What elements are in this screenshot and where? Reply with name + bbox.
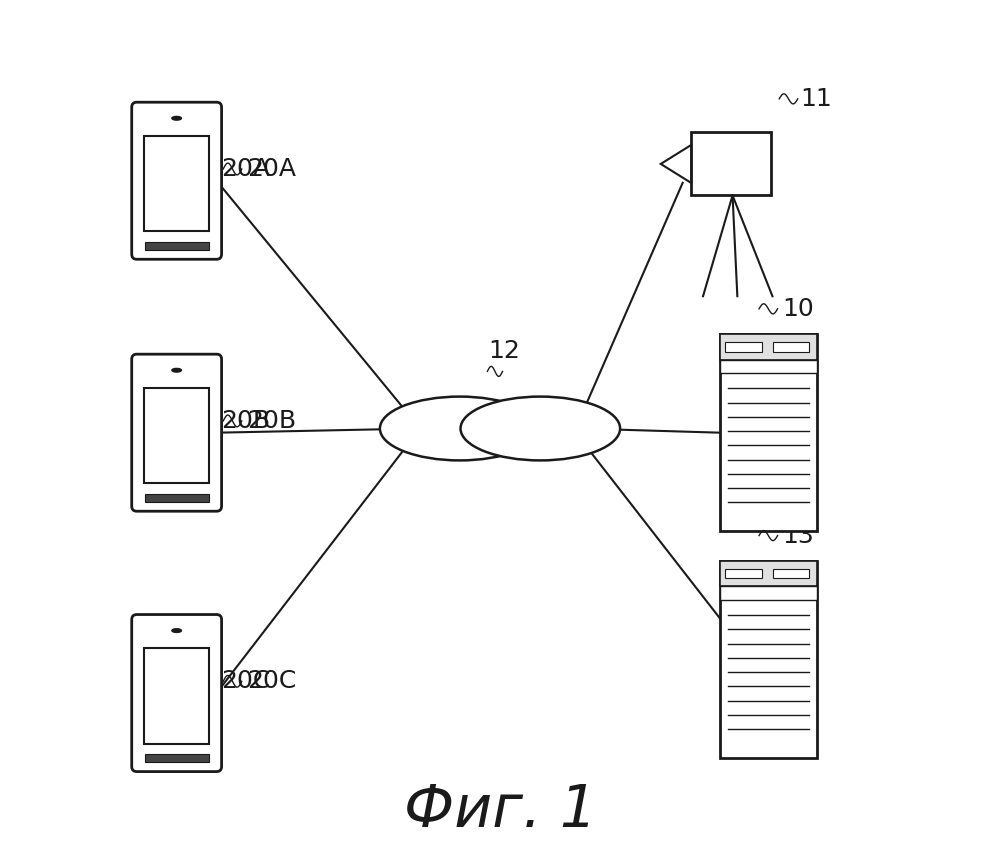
FancyBboxPatch shape xyxy=(132,614,222,771)
Text: 10: 10 xyxy=(783,297,814,321)
Bar xyxy=(725,569,762,578)
Ellipse shape xyxy=(380,397,539,460)
Text: 20A: 20A xyxy=(221,157,270,181)
Bar xyxy=(144,388,209,483)
Bar xyxy=(720,560,817,586)
Bar xyxy=(691,133,771,195)
Text: 12: 12 xyxy=(488,339,520,363)
Bar xyxy=(145,494,209,502)
Bar xyxy=(720,334,817,531)
Polygon shape xyxy=(661,145,691,183)
Ellipse shape xyxy=(172,629,181,632)
Bar xyxy=(145,754,209,762)
Text: Фиг. 1: Фиг. 1 xyxy=(404,782,596,839)
FancyBboxPatch shape xyxy=(132,354,222,512)
FancyBboxPatch shape xyxy=(132,102,222,260)
Text: 20B: 20B xyxy=(221,409,270,433)
Text: 20A: 20A xyxy=(247,157,296,181)
Ellipse shape xyxy=(172,117,181,120)
Bar xyxy=(145,242,209,250)
Text: 20B: 20B xyxy=(247,409,296,433)
Bar xyxy=(773,569,809,578)
Bar xyxy=(720,334,817,360)
Ellipse shape xyxy=(461,397,620,460)
Bar xyxy=(144,648,209,744)
Bar xyxy=(720,560,817,758)
Text: 20C: 20C xyxy=(221,669,270,693)
Ellipse shape xyxy=(172,369,181,372)
Bar xyxy=(144,136,209,231)
Bar xyxy=(773,342,809,351)
Text: 13: 13 xyxy=(783,524,814,548)
Bar xyxy=(720,586,817,600)
Bar xyxy=(720,360,817,374)
Text: 11: 11 xyxy=(800,87,832,111)
Bar xyxy=(725,342,762,351)
Text: 20C: 20C xyxy=(247,669,296,693)
